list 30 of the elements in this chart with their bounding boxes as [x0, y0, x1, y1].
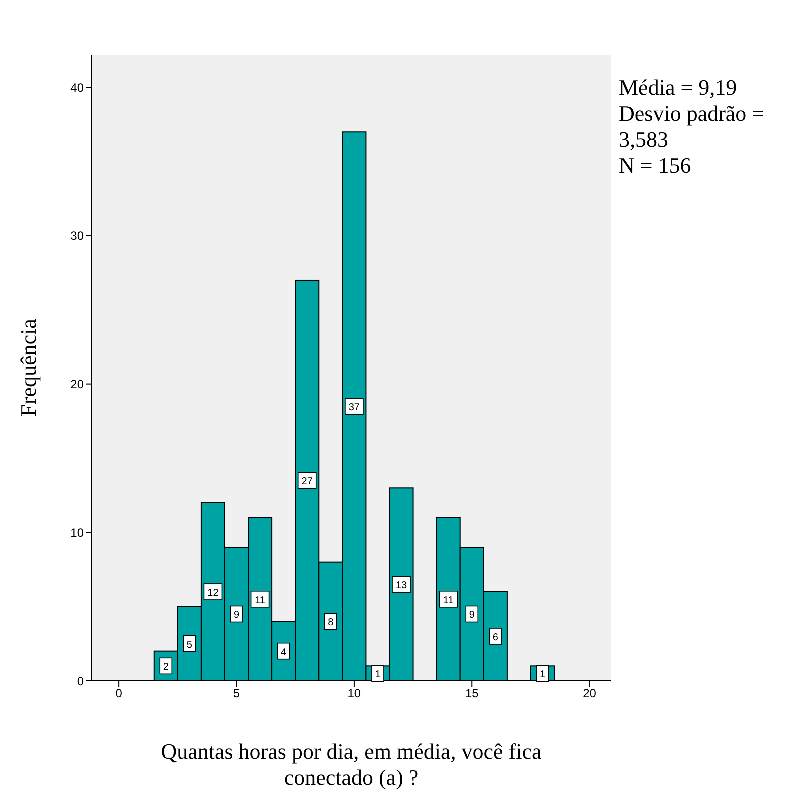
data-label: 37 [348, 402, 360, 414]
text: Desvio padrão = 3,583 [619, 101, 766, 153]
text: Média = 9,19 [619, 75, 738, 101]
data-label: 27 [302, 476, 314, 488]
y-tick-label: 20 [70, 378, 84, 392]
data-label: 8 [328, 618, 334, 629]
data-label: 4 [281, 647, 288, 658]
x-tick-label: 20 [583, 686, 597, 701]
x-tick-label: 5 [233, 686, 240, 701]
x-axis-title: Quantas horas por dia, em média, você fica conectado (a) ? [160, 739, 543, 791]
data-label: 11 [255, 595, 266, 606]
data-label: 12 [208, 588, 220, 599]
data-label: 9 [469, 610, 476, 622]
data-label: 6 [492, 632, 499, 644]
data-label: 2 [163, 662, 170, 674]
x-tick-label: 15 [465, 686, 480, 701]
data-label: 11 [443, 595, 454, 606]
text: N = 156 [619, 153, 692, 179]
y-tick-label: 0 [77, 674, 84, 688]
data-label: 9 [234, 610, 240, 622]
y-axis-title: Frequência [16, 318, 41, 417]
y-tick-label: 30 [70, 229, 84, 244]
y-tick-label: 40 [70, 80, 84, 95]
data-label: 13 [396, 580, 408, 592]
x-tick-label: 0 [116, 686, 123, 701]
data-label: 1 [540, 670, 546, 681]
data-label: 5 [186, 640, 193, 651]
x-tick-label: 10 [348, 686, 362, 701]
y-tick-label: 10 [70, 526, 84, 540]
data-label: 1 [375, 670, 382, 681]
